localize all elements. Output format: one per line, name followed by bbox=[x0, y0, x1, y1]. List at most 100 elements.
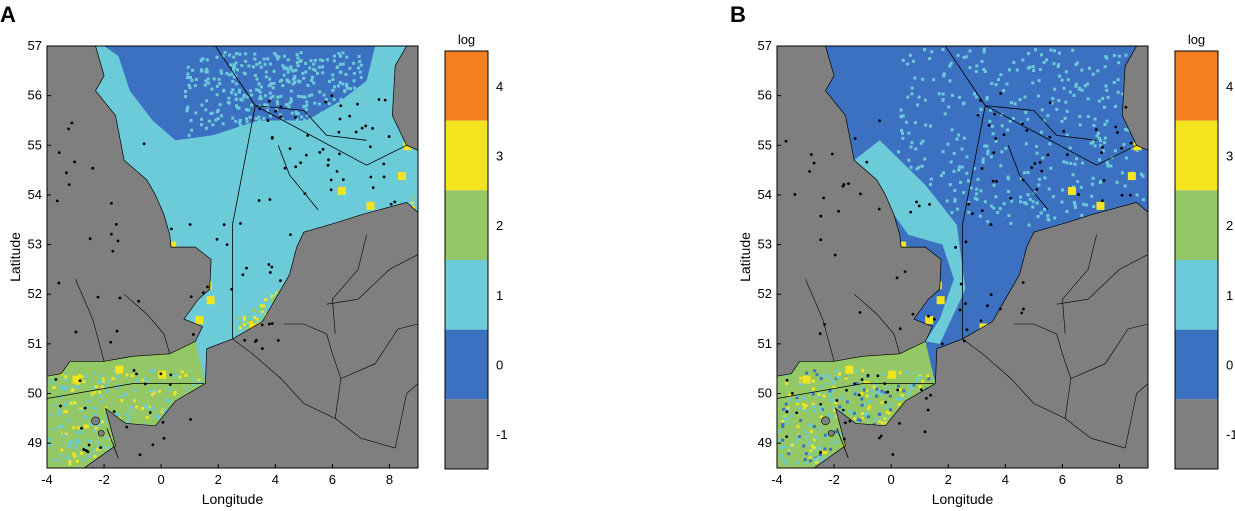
sea-cell bbox=[1073, 203, 1077, 207]
sea-cell bbox=[1101, 149, 1105, 153]
sea-cell bbox=[312, 67, 316, 71]
sea-cell bbox=[191, 68, 195, 72]
sea-cell bbox=[72, 452, 76, 456]
sea-cell bbox=[245, 108, 249, 112]
sea-cell bbox=[1099, 144, 1103, 148]
sample-point bbox=[835, 399, 839, 402]
colorbar-tick-label: 4 bbox=[1226, 79, 1233, 94]
sea-cell bbox=[53, 424, 57, 428]
sea-cell bbox=[338, 62, 342, 66]
sea-cell bbox=[63, 402, 67, 406]
sea-cell bbox=[835, 369, 839, 373]
sea-cell bbox=[268, 62, 272, 66]
sample-point bbox=[1040, 169, 1044, 173]
sea-cell bbox=[1065, 209, 1069, 213]
sample-point bbox=[830, 152, 834, 156]
sea-cell bbox=[253, 73, 257, 77]
sea-cell bbox=[907, 131, 911, 135]
sample-point bbox=[853, 382, 856, 386]
sea-cell bbox=[77, 441, 81, 445]
sample-point bbox=[1002, 133, 1006, 136]
sea-cell bbox=[79, 407, 83, 411]
sea-cell bbox=[180, 370, 184, 374]
sea-cell bbox=[844, 376, 848, 380]
sea-cell bbox=[875, 394, 879, 398]
sea-cell bbox=[197, 380, 201, 384]
sea-cell bbox=[308, 66, 312, 70]
sea-cell bbox=[313, 101, 317, 105]
sample-point bbox=[279, 279, 282, 283]
sea-cell bbox=[280, 117, 284, 121]
sea-cell bbox=[1037, 177, 1041, 181]
sea-cell bbox=[815, 373, 819, 377]
sea-cell bbox=[249, 320, 253, 324]
sea-cell bbox=[197, 378, 201, 382]
sea-cell bbox=[255, 62, 259, 66]
sea-cell bbox=[83, 381, 87, 385]
sea-cell bbox=[888, 408, 892, 412]
sea-cell bbox=[295, 61, 299, 65]
sea-cell bbox=[916, 103, 920, 107]
sea-cell bbox=[216, 117, 220, 121]
sea-cell bbox=[946, 142, 950, 146]
sea-cell bbox=[796, 425, 800, 429]
sea-cell bbox=[284, 103, 288, 107]
sea-cell bbox=[321, 71, 325, 75]
sea-cell bbox=[111, 377, 115, 381]
sea-cell bbox=[59, 424, 63, 428]
colorbar-frame bbox=[1174, 50, 1219, 470]
sample-point bbox=[132, 369, 136, 372]
sea-cell bbox=[1095, 134, 1099, 138]
sea-cell bbox=[928, 124, 932, 128]
sea-cell bbox=[260, 309, 264, 313]
sample-point bbox=[1038, 161, 1042, 164]
sample-point bbox=[819, 214, 823, 218]
sea-cell bbox=[1105, 88, 1109, 92]
sample-point bbox=[371, 186, 375, 190]
sea-cell bbox=[915, 379, 919, 383]
sea-cell bbox=[962, 191, 966, 195]
sea-cell bbox=[272, 297, 276, 301]
sea-cell bbox=[231, 80, 235, 84]
sea-cell bbox=[324, 119, 328, 123]
sea-cell bbox=[231, 69, 235, 73]
sea-cell bbox=[1040, 108, 1044, 112]
y-axis-title: Latitude bbox=[737, 232, 753, 282]
sea-cell bbox=[91, 450, 95, 454]
sea-cell bbox=[1112, 80, 1116, 84]
sea-cell bbox=[982, 67, 986, 71]
sample-point bbox=[324, 100, 328, 104]
sample-point bbox=[959, 282, 963, 286]
sample-point bbox=[88, 237, 92, 241]
sample-point bbox=[87, 443, 91, 447]
sea-cell bbox=[242, 315, 246, 319]
sample-point bbox=[848, 419, 852, 423]
sea-cell bbox=[1053, 87, 1057, 91]
sea-cell bbox=[1104, 55, 1108, 59]
sea-cell bbox=[97, 446, 101, 450]
sea-cell bbox=[875, 387, 879, 391]
sea-cell bbox=[272, 69, 276, 73]
sea-cell bbox=[94, 385, 98, 389]
sea-cell bbox=[284, 66, 288, 70]
sea-cell bbox=[1093, 144, 1097, 148]
sea-cell bbox=[867, 407, 871, 411]
sea-cell bbox=[1046, 214, 1050, 218]
sea-cell bbox=[803, 430, 807, 434]
x-axis-title: Longitude bbox=[932, 491, 994, 507]
sample-point bbox=[1116, 131, 1119, 134]
sample-point bbox=[928, 203, 931, 206]
sea-cell bbox=[52, 403, 56, 407]
sea-cell bbox=[906, 393, 910, 397]
sea-cell bbox=[187, 133, 191, 137]
sea-cell bbox=[319, 58, 323, 62]
y-tick-label: 53 bbox=[28, 237, 42, 252]
sea-cell bbox=[258, 61, 262, 65]
sea-cell bbox=[239, 322, 243, 326]
sea-cell bbox=[287, 105, 291, 109]
sea-cell bbox=[1049, 48, 1053, 52]
y-tick-label: 51 bbox=[28, 336, 42, 351]
sample-point bbox=[114, 223, 118, 226]
sea-cell bbox=[824, 435, 828, 439]
sea-cell bbox=[303, 95, 307, 99]
